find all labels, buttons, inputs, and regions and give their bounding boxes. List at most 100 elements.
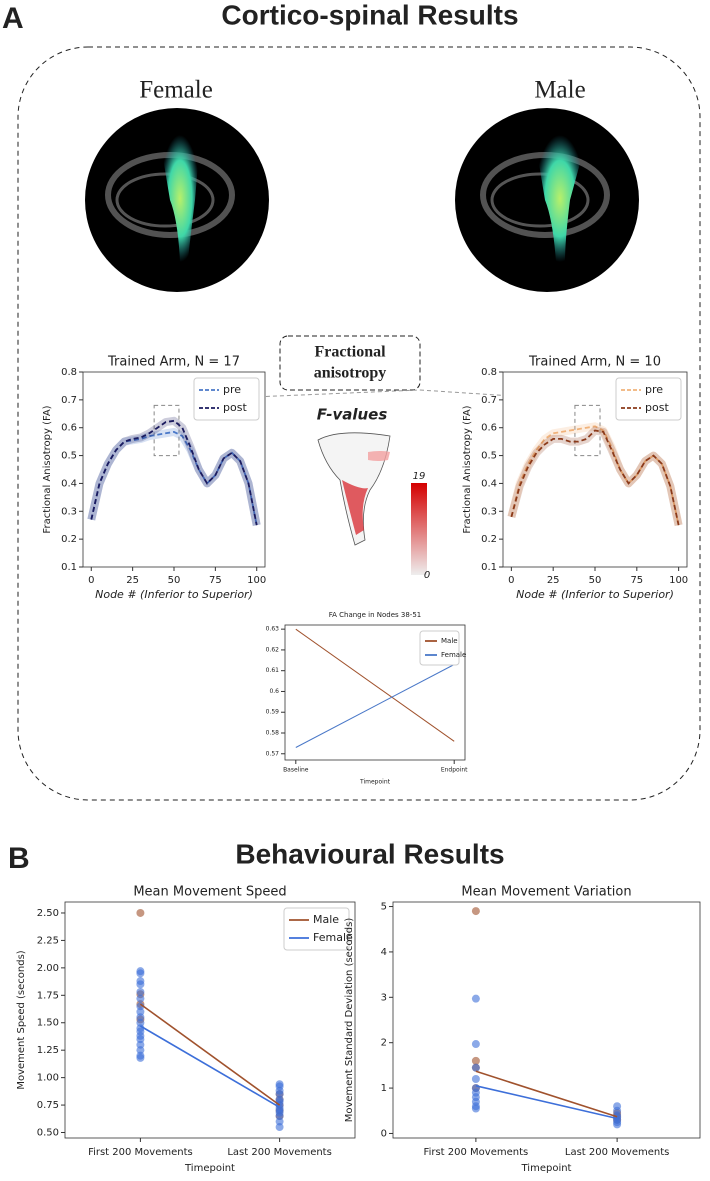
data-point	[471, 1040, 480, 1049]
brain-image	[85, 108, 269, 292]
line	[510, 425, 680, 526]
legend-frame	[283, 907, 350, 951]
x-axis-label: Node # (Inferior to Superior)	[516, 588, 674, 601]
line	[510, 429, 680, 526]
data-point	[471, 1056, 480, 1065]
line	[295, 628, 455, 742]
y-tick-label: 1.75	[37, 990, 59, 1001]
x-tick-label: 75	[630, 575, 643, 586]
x-tick-label: 100	[247, 575, 266, 586]
data-point	[136, 980, 145, 989]
data-point	[275, 1090, 284, 1099]
x-tick-label: 50	[589, 575, 602, 586]
data-point	[471, 907, 480, 916]
data-point	[136, 1007, 145, 1016]
y-axis-label: Fractional Anisotropy (FA)	[462, 405, 473, 533]
legend-frame	[193, 377, 260, 421]
data-point	[136, 1053, 145, 1062]
data-point	[471, 1104, 480, 1113]
box-text: anisotropy	[314, 365, 387, 382]
y-tick-label: 0.58	[266, 730, 280, 737]
legend-label: Female	[313, 931, 353, 944]
x-tick-label: First 200 Movements	[424, 1147, 529, 1158]
y-tick-label: 0.61	[266, 667, 280, 674]
legend-label: Female	[441, 651, 466, 659]
data-point	[275, 1117, 284, 1126]
tract-map	[317, 432, 391, 546]
y-axis-label: Movement Standard Deviation (seconds)	[344, 918, 355, 1123]
group-label: Female	[139, 77, 213, 104]
y-tick-label: 2	[381, 1038, 387, 1049]
line	[90, 419, 258, 526]
panel-label: B	[8, 842, 30, 875]
x-tick-label: First 200 Movements	[88, 1147, 193, 1158]
legend-label: pre	[645, 383, 663, 396]
data-point	[136, 988, 145, 997]
highlight-box	[574, 404, 601, 457]
data-point	[275, 1123, 284, 1132]
y-tick-label: 4	[381, 947, 387, 958]
chart-title: Trained Arm, N = 17	[107, 355, 240, 370]
data-point	[136, 1035, 145, 1044]
line	[139, 1003, 281, 1106]
legend-frame	[419, 630, 460, 666]
y-tick-label: 1.25	[37, 1045, 59, 1056]
y-tick-label: 0.5	[61, 451, 77, 462]
panel-title: Cortico-spinal Results	[221, 0, 518, 30]
y-tick-label: 0.2	[61, 534, 77, 545]
x-tick-label: Baseline	[283, 767, 309, 774]
y-tick-label: 0.62	[266, 646, 280, 653]
panel-title: Behavioural Results	[235, 838, 504, 869]
y-tick-label: 2.25	[37, 935, 59, 946]
group-label: Male	[534, 77, 585, 104]
y-tick-label: 0.1	[481, 562, 497, 573]
line	[475, 1070, 618, 1118]
colorbar-label: 19	[413, 471, 426, 482]
y-axis-label: Fractional Anisotropy (FA)	[42, 405, 53, 533]
data-point	[136, 908, 145, 917]
x-axis-label: Timepoint	[359, 779, 391, 786]
x-tick-label: Endpoint	[441, 767, 468, 774]
colorbar	[411, 483, 427, 575]
data-point	[471, 1075, 480, 1083]
y-tick-label: 0.4	[481, 478, 497, 489]
panel-frame	[17, 46, 701, 801]
y-tick-label: 1	[381, 1083, 387, 1094]
y-tick-label: 5	[381, 902, 387, 913]
chart-title: Mean Movement Speed	[133, 885, 286, 900]
y-tick-label: 0.57	[266, 750, 280, 757]
y-tick-label: 0.8	[481, 367, 497, 378]
y-tick-label: 0	[381, 1128, 387, 1139]
y-tick-label: 0.63	[266, 626, 280, 633]
y-tick-label: 0.3	[61, 506, 77, 517]
data-point	[613, 1120, 622, 1129]
y-tick-label: 0.8	[61, 367, 77, 378]
x-axis-label: Timepoint	[184, 1163, 235, 1174]
colorbar-label: 0	[424, 570, 430, 581]
brain-image	[455, 108, 639, 292]
line	[139, 1025, 281, 1108]
y-tick-label: 0.6	[481, 423, 497, 434]
panel-label: A	[2, 2, 24, 35]
y-tick-label: 1.50	[37, 1018, 59, 1029]
y-tick-label: 0.75	[37, 1100, 59, 1111]
y-tick-label: 2.50	[37, 908, 59, 919]
y-tick-label: 2.00	[37, 963, 59, 974]
box-text: Fractional	[314, 344, 386, 361]
x-tick-label: 75	[209, 575, 222, 586]
y-tick-label: 3	[381, 992, 387, 1003]
y-tick-label: 0.4	[61, 478, 77, 489]
data-point	[136, 994, 145, 1003]
y-tick-label: 1.00	[37, 1073, 59, 1084]
y-tick-label: 0.1	[61, 562, 77, 573]
y-tick-label: 0.6	[61, 423, 77, 434]
x-tick-label: 25	[126, 575, 139, 586]
x-axis-label: Node # (Inferior to Superior)	[95, 588, 253, 601]
legend-label: post	[223, 401, 247, 414]
y-tick-label: 0.59	[266, 709, 280, 716]
connector	[181, 389, 421, 401]
chart-title: FA Change in Nodes 38-51	[329, 611, 422, 619]
x-axis-label: Timepoint	[521, 1163, 572, 1174]
legend-label: Male	[313, 913, 339, 926]
